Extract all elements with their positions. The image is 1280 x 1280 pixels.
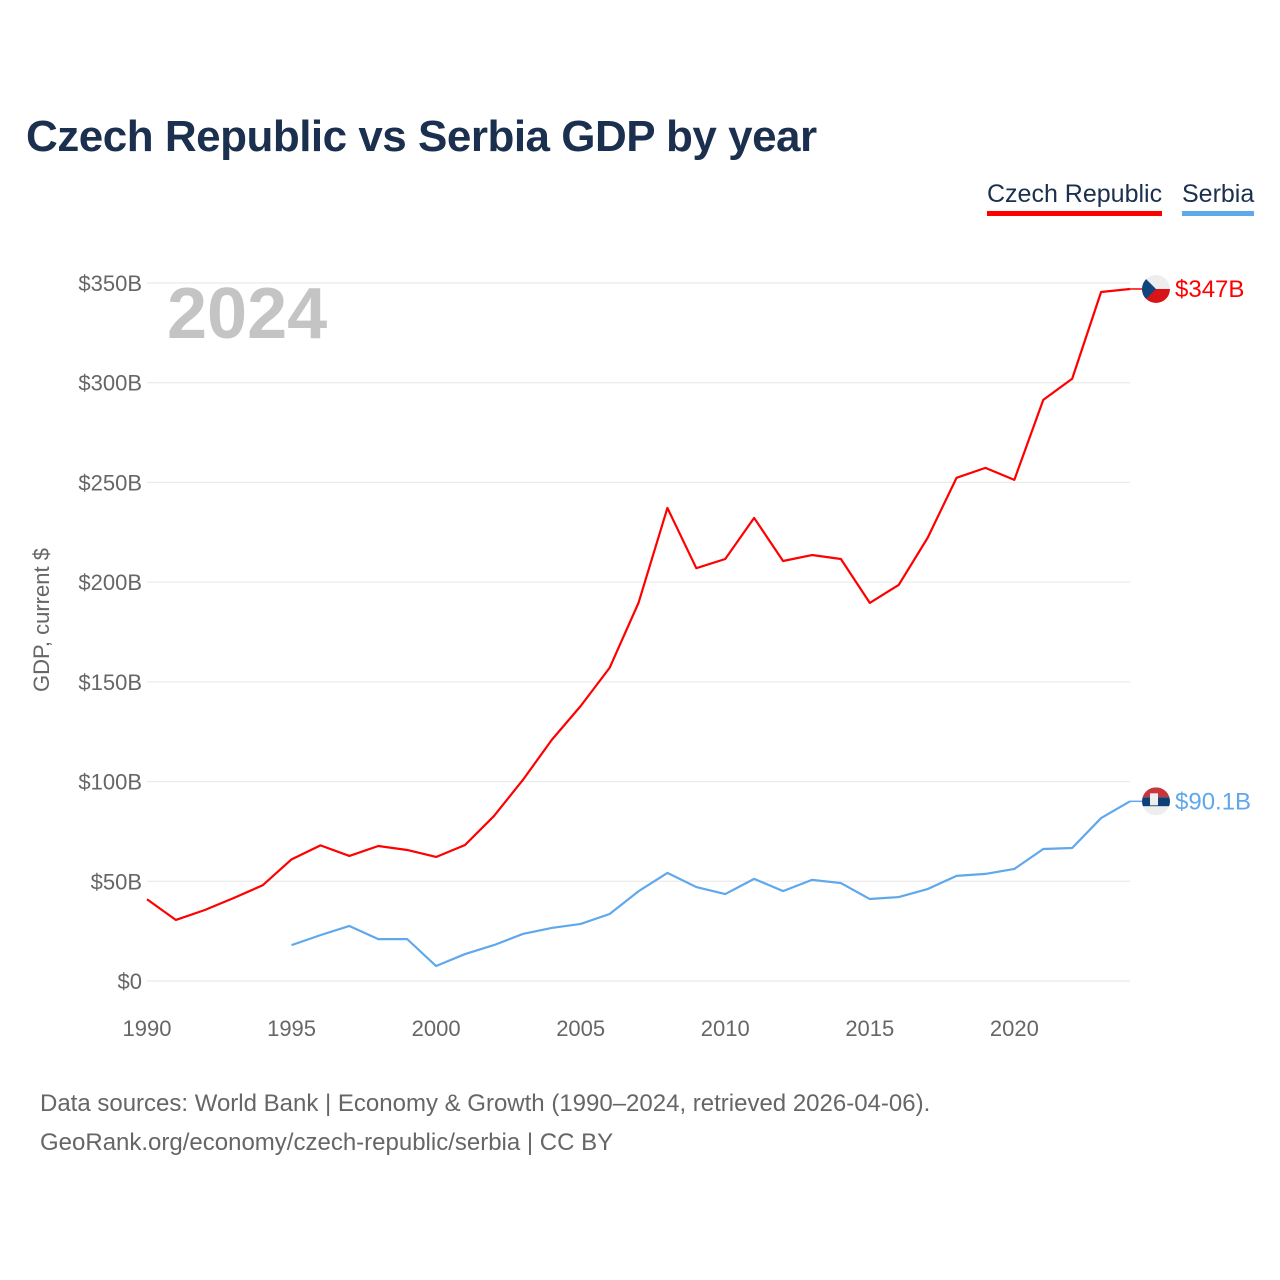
series-line-czech-republic xyxy=(146,287,1131,922)
x-tick-label: 2005 xyxy=(556,1016,605,1041)
y-tick-label: $350B xyxy=(78,271,142,296)
chart-title: Czech Republic vs Serbia GDP by year xyxy=(26,112,817,161)
x-tick-label: 1990 xyxy=(123,1016,172,1041)
y-tick-label: $100B xyxy=(78,770,142,795)
x-tick-label: 2010 xyxy=(701,1016,750,1041)
series-line-serbia xyxy=(291,800,1131,968)
x-tick-label: 1995 xyxy=(267,1016,316,1041)
source-note: Data sources: World Bank | Economy & Gro… xyxy=(40,1084,930,1162)
year-watermark: 2024 xyxy=(167,274,327,354)
end-value-label: $90.1B xyxy=(1175,788,1251,815)
y-tick-label: $300B xyxy=(78,371,142,396)
y-tick-label: $50B xyxy=(91,869,142,894)
legend-czech-republic[interactable]: Czech Republic xyxy=(987,180,1163,216)
y-tick-label: $250B xyxy=(78,470,142,495)
y-tick-label: $150B xyxy=(78,670,142,695)
x-tick-label: 2020 xyxy=(990,1016,1039,1041)
x-tick-label: 2015 xyxy=(845,1016,894,1041)
y-tick-label: $0 xyxy=(118,969,142,994)
x-tick-label: 2000 xyxy=(412,1016,461,1041)
serbia-flag-icon xyxy=(1142,787,1170,816)
end-value-label: $347B xyxy=(1175,276,1244,303)
source-line-2[interactable]: GeoRank.org/economy/czech-republic/serbi… xyxy=(40,1129,614,1156)
legend-serbia[interactable]: Serbia xyxy=(1182,180,1255,216)
czech-flag-icon xyxy=(1142,274,1170,303)
source-line-1: Data sources: World Bank | Economy & Gro… xyxy=(40,1090,931,1117)
y-tick-label: $200B xyxy=(78,570,142,595)
